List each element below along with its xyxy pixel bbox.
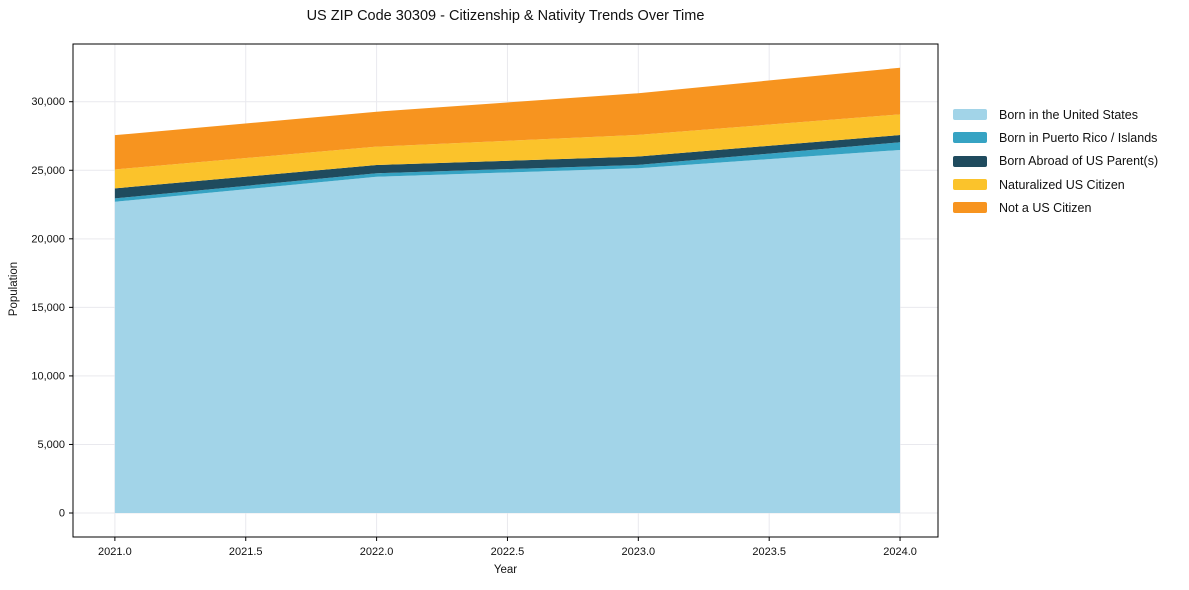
legend-swatch-icon — [953, 109, 987, 121]
y-tick-label: 15,000 — [31, 302, 65, 314]
legend-item-1: Born in Puerto Rico / Islands — [953, 126, 1158, 149]
x-tick-label: 2024.0 — [883, 546, 917, 558]
legend-swatch-icon — [953, 155, 987, 167]
y-tick-label: 5,000 — [37, 439, 65, 451]
legend-label: Born in the United States — [999, 107, 1138, 122]
area-series-4 — [114, 67, 901, 170]
y-tick-label: 20,000 — [31, 233, 65, 245]
y-tick-label: 0 — [59, 508, 65, 520]
y-axis-label: Population — [8, 261, 20, 317]
x-tick-label: 2023.5 — [752, 546, 786, 558]
plot-border — [72, 43, 939, 538]
legend-label: Born in Puerto Rico / Islands — [999, 130, 1158, 145]
legend-swatch-icon — [953, 179, 987, 191]
legend: Born in the United States Born in Puerto … — [953, 103, 1158, 219]
legend-item-3: Naturalized US Citizen — [953, 173, 1158, 196]
legend-item-2: Born Abroad of US Parent(s) — [953, 150, 1158, 173]
legend-swatch-icon — [953, 132, 987, 144]
x-tick-label: 2022.5 — [491, 546, 525, 558]
y-tick-label: 30,000 — [31, 96, 65, 108]
legend-label: Born Abroad of US Parent(s) — [999, 154, 1159, 169]
y-tick-label: 25,000 — [31, 165, 65, 177]
area-series-2 — [114, 135, 901, 199]
x-tick-label: 2022.0 — [360, 546, 394, 558]
legend-item-4: Not a US Citizen — [953, 196, 1158, 219]
x-axis-label: Year — [493, 564, 518, 576]
legend-item-0: Born in the United States — [953, 103, 1158, 126]
x-tick-label: 2023.0 — [621, 546, 655, 558]
legend-label: Naturalized US Citizen — [999, 177, 1125, 192]
y-tick-label: 10,000 — [31, 370, 65, 382]
legend-swatch-icon — [953, 202, 987, 214]
chart-title: US ZIP Code 30309 - Citizenship & Nativi… — [306, 8, 705, 24]
area-series-0 — [114, 149, 901, 514]
area-series-3 — [114, 114, 901, 189]
area-series-1 — [114, 142, 901, 202]
x-tick-label: 2021.5 — [229, 546, 263, 558]
legend-label: Not a US Citizen — [999, 200, 1092, 215]
x-tick-label: 2021.0 — [98, 546, 132, 558]
